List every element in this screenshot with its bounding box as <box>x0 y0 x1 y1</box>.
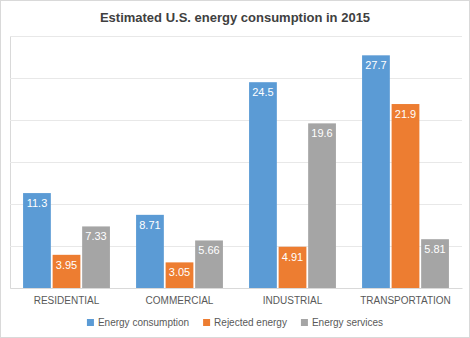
bar <box>53 255 81 288</box>
legend-swatch <box>203 319 210 326</box>
data-label: 8.71 <box>139 219 160 231</box>
legend: Energy consumption Rejected energy Energy … <box>87 317 383 328</box>
bar <box>308 123 336 288</box>
legend-swatch <box>87 319 94 326</box>
x-tick-label: TRANSPORTATION <box>360 295 451 306</box>
data-label: 3.05 <box>169 266 190 278</box>
y-tick <box>10 36 462 37</box>
bar <box>249 82 277 288</box>
data-label: 5.81 <box>424 243 445 255</box>
legend-label: Rejected energy <box>214 317 287 328</box>
x-tick: TRANSPORTATION <box>360 288 451 306</box>
x-tick-label: COMMERCIAL <box>146 295 214 306</box>
chart: Estimated U.S. energy consumption in 201… <box>0 0 470 338</box>
data-labels: 11.3 8.71 24.5 27.7 3.95 3.05 4.91 21.9 7.33 5.66… <box>27 59 446 278</box>
x-tick: COMMERCIAL <box>146 288 214 306</box>
bar <box>279 247 307 288</box>
data-label: 4.91 <box>282 251 303 263</box>
x-tick: RESIDENTIAL <box>34 288 100 306</box>
legend-item: Energy consumption <box>87 317 189 328</box>
y-tick <box>10 78 462 79</box>
y-axis-line <box>11 37 463 289</box>
bar <box>82 226 110 288</box>
y-axis <box>10 37 462 289</box>
x-axis-line <box>11 288 463 289</box>
data-label: 3.95 <box>56 259 77 271</box>
data-label: 5.66 <box>198 244 219 256</box>
bars <box>23 55 449 288</box>
data-label: 27.7 <box>365 59 386 71</box>
legend-item: Rejected energy <box>203 317 287 328</box>
y-tick <box>10 288 462 289</box>
data-label: 11.3 <box>27 197 48 209</box>
bar <box>195 240 223 288</box>
bar <box>421 239 449 288</box>
x-axis: RESIDENTIAL COMMERCIAL INDUSTRIAL TRANSPORT… <box>11 288 463 306</box>
plot: RESIDENTIAL COMMERCIAL INDUSTRIAL TRANSPORT… <box>10 37 463 307</box>
legend-item: Energy services <box>301 317 383 328</box>
data-label: 7.33 <box>85 230 106 242</box>
legend-label: Energy services <box>312 317 383 328</box>
chart-border <box>1 1 470 338</box>
grid-line <box>10 78 462 79</box>
bar <box>166 262 194 288</box>
data-label: 21.9 <box>395 108 416 120</box>
x-tick-label: RESIDENTIAL <box>34 295 100 306</box>
title: Estimated U.S. energy consumption in 201… <box>100 10 370 25</box>
x-tick: INDUSTRIAL <box>263 288 323 306</box>
x-tick-label: INDUSTRIAL <box>263 295 323 306</box>
legend-swatch <box>301 319 308 326</box>
bar <box>362 55 390 288</box>
bar <box>392 104 420 288</box>
grid-line <box>10 36 462 37</box>
grid-line <box>10 288 462 289</box>
bar <box>23 193 51 288</box>
bar <box>136 215 164 288</box>
legend-label: Energy consumption <box>98 317 189 328</box>
data-label: 24.5 <box>252 86 273 98</box>
data-label: 19.6 <box>311 127 332 139</box>
